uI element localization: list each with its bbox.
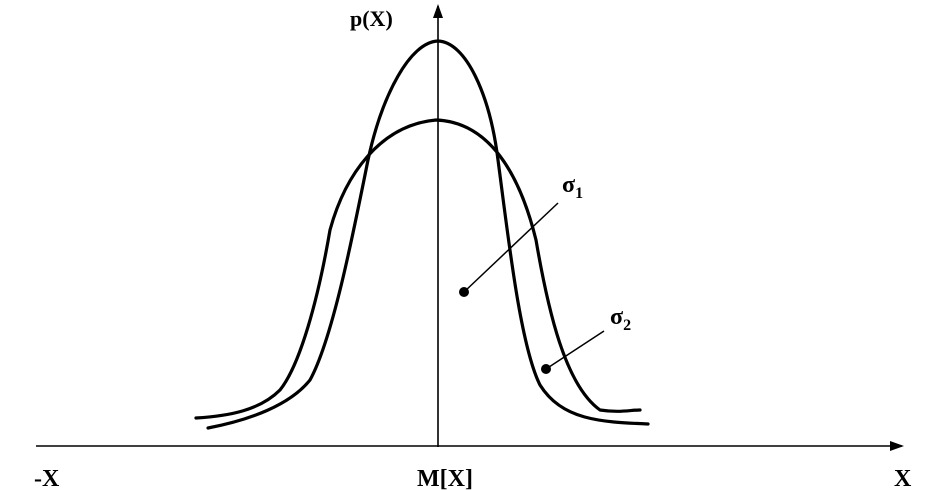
x-left-label: -X — [34, 466, 60, 490]
sigma-2-dot — [541, 364, 551, 374]
wide-density-curve — [194, 118, 642, 420]
sigma-2-leader — [545, 330, 605, 370]
sigma-1-leader — [463, 202, 559, 293]
center-label: M[X] — [417, 466, 473, 490]
sigma-2-label: σ2 — [610, 304, 631, 334]
y-axis-label: p(X) — [350, 6, 393, 31]
x-axis-label: X — [894, 466, 912, 490]
sigma-1-dot — [459, 287, 469, 297]
sigma-1-label: σ1 — [562, 172, 583, 202]
narrow-density-curve — [206, 39, 650, 430]
